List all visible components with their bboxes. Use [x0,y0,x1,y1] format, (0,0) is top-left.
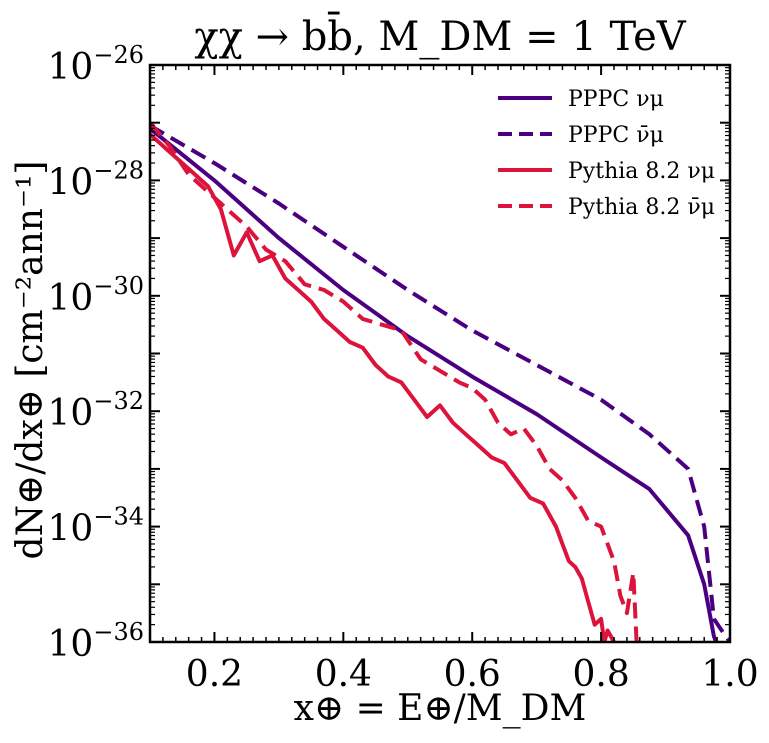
legend-label-1: PPPC ν̄μ [568,123,664,148]
chart-title: χχ → bb̄, M_DM = 1 TeV [194,11,686,60]
y-tick-label: 10−32 [48,387,144,434]
y-tick-label: 10−26 [48,41,144,88]
series-line-1 [150,123,730,642]
legend-label-0: PPPC νμ [568,87,664,112]
series-line-3 [150,121,639,642]
y-axis-label: dN⊕/dx⊕ [cm⁻²ann⁻¹] [10,161,51,560]
legend-label-3: Pythia 8.2 ν̄μ [568,195,715,220]
y-tick-label: 10−36 [48,618,144,665]
series-line-2 [150,132,616,642]
x-tick-label: 0.4 [315,654,372,695]
x-tick-label: 0.6 [444,654,501,695]
series-layer [150,121,730,642]
x-axis-label: x⊕ = E⊕/M_DM [294,688,587,729]
x-tick-label: 1.0 [701,654,758,695]
legend-label-2: Pythia 8.2 νμ [568,159,715,184]
series-line-0 [150,126,719,642]
legend: PPPC νμ PPPC ν̄μ Pythia 8.2 νμ Pythia 8.2 ν… [498,87,715,220]
x-tick-label: 0.8 [572,654,629,695]
y-tick-label: 10−30 [48,272,144,319]
x-tick-label: 0.2 [186,654,243,695]
y-tick-label: 10−28 [48,156,144,203]
y-tick-label: 10−34 [48,503,144,550]
plot-frame [148,63,732,644]
